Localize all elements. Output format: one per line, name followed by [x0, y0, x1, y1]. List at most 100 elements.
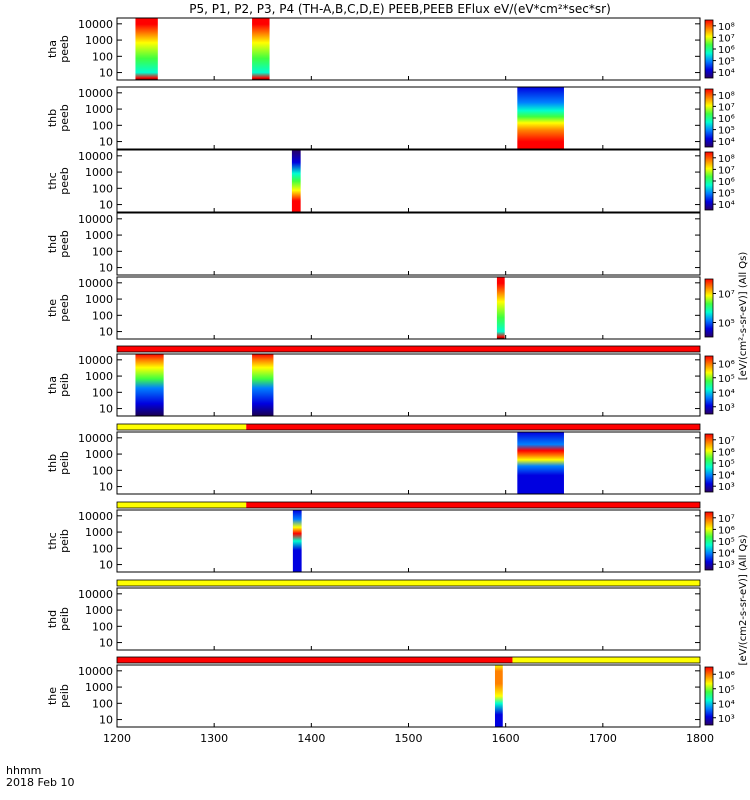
flag-segment [246, 424, 700, 430]
y-tick-label: 10000 [78, 150, 113, 163]
panel-label-line: thc [46, 172, 59, 189]
panel-label-line: peib [58, 607, 71, 631]
colorbar-tick-label: 10⁸ [718, 154, 735, 165]
colorbar-tick-label: 10⁷ [718, 514, 735, 525]
x-tick-label: 1700 [589, 732, 617, 745]
panel-label-line: thd [46, 610, 59, 628]
y-tick-label: 10 [99, 326, 113, 339]
spectrogram-block [291, 150, 301, 212]
colorbar-tick-label: 10⁵ [718, 57, 735, 68]
colorbar-tick-label: 10⁷ [718, 290, 735, 301]
y-tick-label: 100 [92, 542, 113, 555]
spectrogram-block [135, 18, 158, 80]
colorbar-tick-label: 10⁵ [718, 126, 735, 137]
colorbar-tick-label: 10⁷ [718, 33, 735, 44]
colorbar [704, 19, 714, 79]
y-tick-label: 100 [92, 386, 113, 399]
y-tick-label: 10 [99, 559, 113, 572]
y-tick-label: 10 [99, 403, 113, 416]
colorbar-tick-label: 10⁶ [718, 45, 735, 56]
colorbar-tick-label: 10⁶ [718, 359, 735, 370]
colorbar-tick-label: 10⁶ [718, 114, 735, 125]
panel-label-line: the [46, 299, 59, 317]
flag-frame [116, 423, 701, 431]
panel-frame [116, 149, 701, 213]
spectrogram-block [135, 354, 164, 416]
y-tick-label: 10000 [78, 18, 113, 31]
panel-frame [116, 664, 701, 728]
y-tick-label: 1000 [85, 448, 113, 461]
panel-frame [116, 17, 701, 81]
panel-frame [116, 86, 701, 150]
y-tick-label: 10 [99, 481, 113, 494]
colorbar [704, 355, 714, 415]
y-tick-label: 10000 [78, 213, 113, 226]
y-tick-label: 100 [92, 464, 113, 477]
colorbar [704, 278, 714, 338]
panel-label-line: thb [46, 454, 59, 472]
flag-frame [116, 345, 701, 353]
y-tick-label: 100 [92, 245, 113, 258]
flag-frame [116, 579, 701, 587]
colorbar-tick-label: 10³ [718, 403, 735, 414]
colorbar-tick-label: 10⁸ [718, 22, 735, 33]
colorbar-tick-label: 10³ [718, 714, 735, 725]
flag-bars-layer [116, 345, 701, 664]
panel-frame [116, 431, 701, 495]
y-tick-label: 10000 [78, 87, 113, 100]
x-tick-label: 1500 [395, 732, 423, 745]
panel-label-line: the [46, 687, 59, 705]
y-tick-label: 1000 [85, 526, 113, 539]
colorbar-tick-label: 10⁵ [718, 374, 735, 385]
y-tick-label: 10 [99, 262, 113, 275]
colorbar-tick-label: 10⁴ [718, 137, 735, 148]
panel-label-line: peeb [58, 104, 71, 132]
flag-segment [117, 346, 700, 352]
y-tick-label: 100 [92, 50, 113, 63]
colorbar-tick-label: 10⁴ [718, 200, 735, 211]
colorbar-label-peib: [eV/(cm2-s-sr-eV)] (All Qs) [738, 534, 749, 665]
spectrogram-panel: 10 100 1000 10000 thepeib 10³ 10⁴ 10⁵ 10⁶ [46, 664, 735, 728]
y-tick-label: 10 [99, 637, 113, 650]
y-tick-label: 1000 [85, 34, 113, 47]
colorbar-tick-label: 10⁶ [718, 447, 735, 458]
y-tick-label: 1000 [85, 103, 113, 116]
panel-label-line: thb [46, 109, 59, 127]
panel-frame [116, 509, 701, 573]
panel-label: thapeib [46, 373, 71, 397]
x-tick-label: 1800 [686, 732, 714, 745]
panel-label-line: peib [58, 373, 71, 397]
y-tick-label: 10000 [78, 588, 113, 601]
x-tick-label: 1600 [492, 732, 520, 745]
colorbar-tick-label: 10⁸ [718, 91, 735, 102]
flag-frame [116, 501, 701, 509]
x-axis: 1200 1300 1400 1500 1600 1700 1800 [103, 732, 714, 745]
colorbar-tick-label: 10⁶ [718, 670, 735, 681]
y-tick-label: 1000 [85, 229, 113, 242]
y-tick-label: 100 [92, 309, 113, 322]
panel-label: thbpeeb [46, 104, 71, 132]
panel-frame [116, 276, 701, 340]
y-tick-label: 10000 [78, 665, 113, 678]
colorbar [704, 666, 714, 726]
time-axis-label: hhmm [6, 764, 41, 777]
flag-segment [512, 657, 700, 663]
y-tick-label: 10000 [78, 354, 113, 367]
y-tick-label: 100 [92, 182, 113, 195]
panel-label-line: peeb [58, 230, 71, 258]
y-tick-label: 10 [99, 136, 113, 149]
spectrogram-panel: 10 100 1000 10000 thapeib 10³ 10⁴ 10⁵ 10⁶ [46, 353, 735, 417]
colorbar [704, 151, 714, 211]
panel-label: thcpeib [46, 529, 71, 553]
y-tick-label: 100 [92, 620, 113, 633]
panels-layer: 10100100010000thapeeb10⁴10⁵10⁶10⁷10⁸1010… [46, 17, 735, 728]
colorbar-tick-label: 10⁴ [718, 68, 735, 79]
panel-label: thdpeib [46, 607, 71, 631]
panel-label-line: peeb [58, 167, 71, 195]
